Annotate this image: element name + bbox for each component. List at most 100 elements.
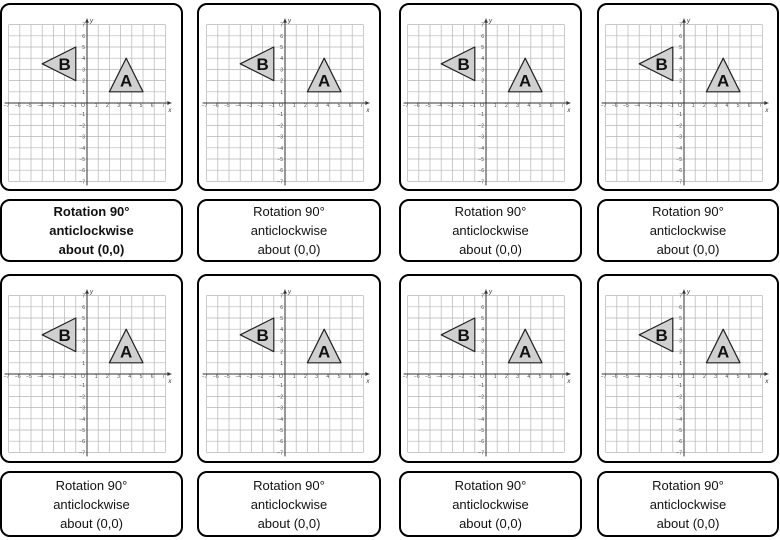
label-card-1: Rotation 90° anticlockwise about (0,0) [0, 199, 183, 262]
x-tick-label: −6 [414, 374, 420, 380]
y-axis-label: y [89, 19, 94, 25]
y-tick-label: 4 [82, 327, 85, 333]
x-tick-label: −6 [213, 374, 219, 380]
x-tick-label: 3 [516, 103, 519, 109]
x-tick-label: O [678, 103, 682, 109]
x-tick-label: 7 [759, 374, 762, 380]
x-tick-label: −5 [623, 374, 629, 380]
y-tick-label: 3 [280, 67, 283, 73]
graph-card-1: x y −7 −6 −5 −4 −3 −2 −1 O 1 2 3 4 5 6 7 7 6 5 4 3 2 1 −1 −2 −3 −4−… [0, 3, 183, 191]
y-tick-label: 3 [280, 338, 283, 344]
x-tick-label: −4 [634, 103, 640, 109]
triangle-b [41, 46, 77, 82]
x-tick-label: 2 [106, 374, 109, 380]
y-axis-label: y [686, 290, 691, 296]
y-tick-label: −4 [478, 417, 484, 423]
x-tick-label: −3 [448, 374, 454, 380]
y-tick-label: −6 [676, 439, 682, 445]
y-tick-label: 3 [679, 67, 682, 73]
y-tick-label: −4 [478, 146, 484, 152]
x-tick-label: −7 [601, 103, 607, 109]
x-tick-label: 3 [714, 103, 717, 109]
triangle-label-a: A [120, 343, 132, 362]
x-tick-label: 7 [561, 374, 564, 380]
y-tick-label: 4 [481, 56, 484, 62]
graph-card-5: x y −7 −6 −5 −4 −3 −2 −1 O 1 2 3 4 5 6 7 7 6 5 4 3 2 1 −1 −2 −3 −4−… [0, 274, 183, 463]
x-tick-label: 3 [117, 374, 120, 380]
x-tick-label: 2 [304, 103, 307, 109]
y-tick-label: −5 [79, 157, 85, 163]
label-line-1: Rotation 90° [55, 477, 128, 493]
triangle-b [440, 46, 476, 82]
y-tick-label: 7 [280, 294, 283, 300]
x-tick-label: 7 [360, 374, 363, 380]
x-tick-label: −2 [459, 374, 465, 380]
y-tick-label: −1 [277, 383, 283, 389]
coordinate-grid-8: xy−7 −6 −5 −4 −3 −2 −1 O 1 2 3 4 5 6 77654321−1−2−3−4−… [601, 289, 769, 457]
x-tick-label: 4 [128, 103, 131, 109]
y-tick-label: 4 [481, 327, 484, 333]
y-tick-label: −1 [79, 383, 85, 389]
triangle-a [507, 328, 543, 364]
y-tick-label: −6 [478, 168, 484, 174]
label-line-1: Rotation 90° [253, 204, 325, 219]
x-axis-arrow-icon [764, 372, 769, 376]
x-tick-label: O [279, 103, 283, 109]
x-tick-label: −2 [258, 103, 264, 109]
y-tick-label: 5 [280, 45, 283, 51]
label-line-1: Rotation 90° [652, 477, 724, 493]
triangle-b [41, 317, 77, 353]
y-tick-label: −7 [676, 450, 682, 456]
y-tick-label: −4 [79, 146, 85, 152]
y-axis-arrow-icon [283, 18, 287, 23]
x-axis-arrow-icon [365, 372, 370, 376]
x-tick-label: 4 [326, 103, 329, 109]
y-tick-label: 1 [82, 361, 85, 367]
x-tick-label: −1 [470, 374, 476, 380]
label-line-2: anticlockwise [250, 223, 328, 238]
x-tick-label: −3 [49, 103, 55, 109]
y-tick-label: −5 [79, 428, 85, 434]
graph-card-7: x y −7 −6 −5 −4 −3 −2 −1 O 1 2 3 4 5 6 7 7 6 5 4 3 2 1 −1 −2 −3 −4−… [399, 274, 582, 463]
x-tick-label: 2 [703, 103, 706, 109]
y-tick-label: 4 [82, 56, 85, 62]
y-tick-label: −7 [478, 179, 484, 185]
coordinate-grid-5: xy−7 −6 −5 −4 −3 −2 −1 O 1 2 3 4 5 6 77654321−1−2−3−4−… [4, 289, 172, 457]
y-tick-label: −1 [478, 112, 484, 118]
label-line-2: anticlockwise [452, 496, 529, 512]
triangle-b [239, 317, 275, 353]
x-tick-label: −4 [235, 103, 241, 109]
x-tick-label: 5 [338, 103, 341, 109]
y-tick-label: 2 [280, 79, 283, 85]
x-tick-label: 4 [725, 103, 728, 109]
y-tick-label: 1 [280, 90, 283, 96]
coordinate-grid-6: xy−7 −6 −5 −4 −3 −2 −1 O 1 2 3 4 5 6 77654321−1−2−3−4−… [202, 289, 370, 457]
y-tick-label: −5 [676, 428, 682, 434]
y-axis-arrow-icon [283, 289, 287, 294]
y-tick-label: −7 [478, 450, 484, 456]
x-tick-label: 7 [360, 103, 363, 109]
x-tick-label: 2 [505, 374, 508, 380]
x-tick-label: −4 [235, 374, 241, 380]
x-tick-label: −6 [15, 374, 21, 380]
y-tick-label: 7 [280, 23, 283, 29]
x-tick-label: −7 [202, 374, 208, 380]
x-axis-arrow-icon [566, 372, 571, 376]
y-tick-label: 1 [280, 361, 283, 367]
x-tick-label: −2 [459, 103, 465, 109]
y-tick-label: 5 [679, 316, 682, 322]
y-tick-label: −3 [676, 406, 682, 412]
x-tick-label: 4 [128, 374, 131, 380]
y-tick-label: 6 [481, 34, 484, 40]
y-tick-label: −4 [676, 417, 682, 423]
y-tick-label: 7 [481, 294, 484, 300]
y-axis-arrow-icon [85, 18, 89, 23]
y-tick-label: −3 [79, 135, 85, 141]
x-tick-label: 6 [748, 103, 751, 109]
y-tick-label: −1 [676, 112, 682, 118]
y-tick-label: 6 [679, 34, 682, 40]
triangle-label-a: A [519, 343, 531, 362]
y-tick-label: −3 [79, 406, 85, 412]
triangle-label-b: B [655, 55, 667, 74]
x-tick-label: 4 [527, 103, 530, 109]
